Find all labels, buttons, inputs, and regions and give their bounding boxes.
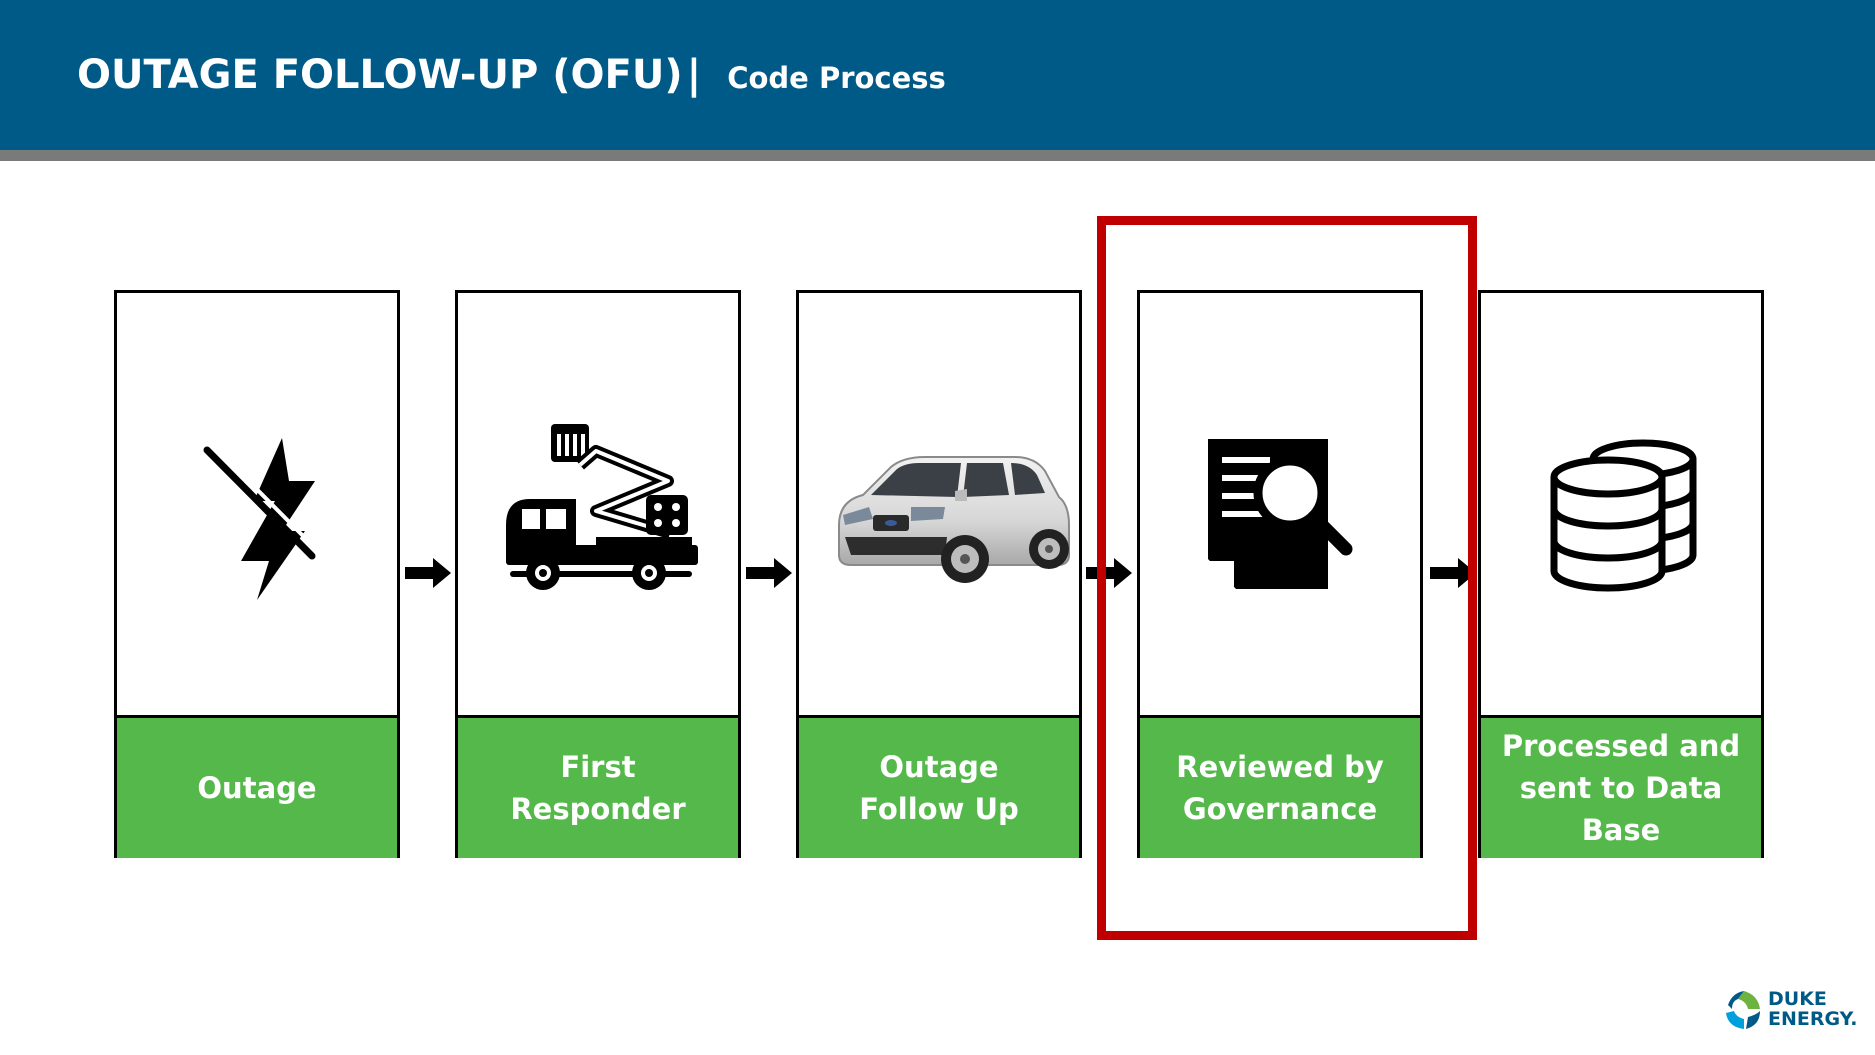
step-label: First Responder: [504, 746, 691, 830]
duke-energy-logo: DUKE ENERGY.: [1722, 985, 1852, 1035]
suv-car-icon: [799, 293, 1079, 715]
logo-text: DUKE ENERGY.: [1768, 989, 1858, 1029]
step-first-responder: First Responder: [455, 290, 741, 858]
step-icon-area: [458, 293, 738, 715]
arrow-right-icon: [405, 558, 451, 588]
page-title: OUTAGE FOLLOW-UP (OFU) | Code Process: [77, 47, 946, 106]
title-subtitle: Code Process: [727, 61, 946, 95]
database-icon: [1481, 293, 1761, 715]
header-stripe: [0, 150, 1875, 161]
highlight-frame: [1097, 216, 1477, 940]
title-separator: |: [687, 52, 702, 98]
title-main: OUTAGE FOLLOW-UP (OFU): [77, 52, 683, 98]
bucket-truck-icon: [458, 293, 738, 715]
step-icon-area: [1481, 293, 1761, 715]
step-label: Outage: [191, 767, 322, 809]
step-label: Outage Follow Up: [853, 746, 1025, 830]
step-label-box: Outage Follow Up: [799, 715, 1079, 858]
header-bar: OUTAGE FOLLOW-UP (OFU) | Code Process: [0, 0, 1875, 150]
step-icon-area: [117, 293, 397, 715]
step-label-box: First Responder: [458, 715, 738, 858]
step-label: Processed and sent to Data Base: [1481, 725, 1761, 851]
step-processed-sent-to-database: Processed and sent to Data Base: [1478, 290, 1764, 858]
step-label-box: Outage: [117, 715, 397, 858]
logo-mark-icon: [1722, 987, 1766, 1033]
step-icon-area: [799, 293, 1079, 715]
step-outage: Outage: [114, 290, 400, 858]
step-outage-follow-up: Outage Follow Up: [796, 290, 1082, 858]
arrow-right-icon: [746, 558, 792, 588]
step-label-box: Processed and sent to Data Base: [1481, 715, 1761, 858]
power-off-lightning-icon: [117, 293, 397, 715]
